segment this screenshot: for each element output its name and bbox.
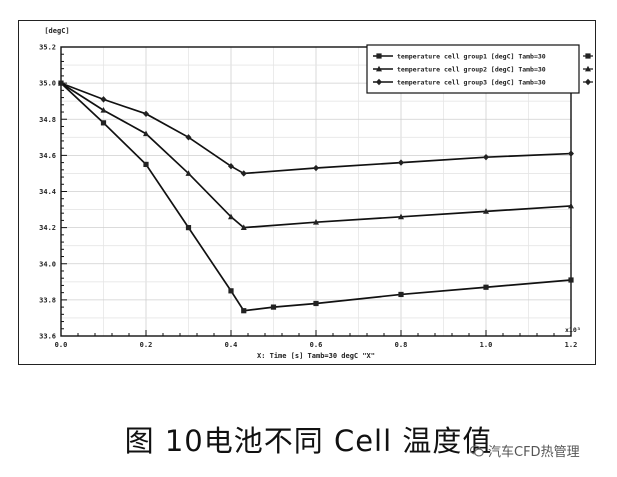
y-axis-label: [degC] <box>44 27 69 35</box>
legend-side-marker <box>585 78 591 86</box>
y-tick-label: 34.0 <box>39 260 56 268</box>
line-chart: 33.6 33.8 34.0 34.2 34.4 34.6 34.8 35.0 35.2 0.0 0… <box>39 27 593 360</box>
series-2-point <box>568 202 574 209</box>
x-axis-multiplier: x10³ <box>565 326 581 334</box>
figure-label: 图 10 <box>124 424 204 458</box>
y-tick-label: 35.0 <box>39 80 56 88</box>
series-3-line <box>60 82 572 175</box>
series-1-point <box>228 288 234 294</box>
series-2-point <box>143 130 149 137</box>
y-tick-label: 33.6 <box>39 333 56 341</box>
y-tick-label: 35.2 <box>39 44 56 52</box>
y-tick-label: 34.2 <box>39 224 56 232</box>
series-3-point <box>58 79 64 87</box>
series-3-point <box>483 153 489 161</box>
legend-marker-2 <box>376 65 382 72</box>
series-1-point <box>568 277 574 283</box>
legend-marker-1 <box>376 53 382 59</box>
series-2-point <box>228 213 234 220</box>
watermark-text: 汽车CFD热管理 <box>488 445 580 460</box>
series-1-point <box>313 300 319 307</box>
x-tick-label: 0.0 <box>55 341 68 349</box>
legend-side-marker <box>585 53 591 59</box>
series-2-point <box>483 208 489 214</box>
x-tick-label: 1.2 <box>565 341 578 349</box>
series-3-point <box>228 163 234 170</box>
legend-entry-1: temperature cell group1 [degC] Tamb=30 <box>397 53 546 61</box>
series-2-point <box>185 170 192 176</box>
series-1-point <box>270 304 277 310</box>
legend-box <box>366 44 580 94</box>
series-3-point <box>398 159 404 166</box>
series-2-line <box>60 82 572 229</box>
y-tick-label: 33.8 <box>39 296 56 304</box>
wechat-icon <box>470 444 484 456</box>
series-3-point <box>568 150 574 157</box>
series-3-point <box>143 110 149 118</box>
chart-frame: 33.6 33.8 34.0 34.2 34.4 34.6 34.8 35.0 35.2 0.0 0… <box>18 20 596 365</box>
series-3-point <box>240 170 247 177</box>
legend-marker-3 <box>376 78 382 86</box>
x-tick-label: 1.0 <box>480 341 493 349</box>
series-2-point <box>240 224 247 231</box>
figure-caption: 图 10电池不同 Cell 温度值 <box>0 418 617 460</box>
series-1-point <box>143 161 149 168</box>
y-tick-label: 34.4 <box>39 188 56 196</box>
series-1-point <box>100 120 107 126</box>
series-3-point <box>100 96 107 103</box>
legend-side-marker <box>585 65 591 72</box>
x-axis-label: X: Time [s] Tamb=30 degC "X" <box>257 352 375 360</box>
watermark: 汽车CFD热管理 <box>470 441 580 460</box>
y-tick-label: 34.6 <box>39 152 56 160</box>
x-tick-label: 0.2 <box>140 341 153 349</box>
series-1-point <box>483 284 489 290</box>
series-3-point <box>313 164 319 172</box>
series-1-point <box>398 291 404 298</box>
x-tick-label: 0.8 <box>395 341 408 349</box>
series-1-point <box>241 308 247 314</box>
caption-text: 电池不同 Cell 温度值 <box>203 424 493 458</box>
legend-entry-2: temperature cell group2 [degC] Tamb=30 <box>397 66 546 74</box>
x-tick-label: 0.4 <box>225 341 238 349</box>
series-2-point <box>398 213 404 220</box>
y-tick-label: 34.8 <box>39 116 56 124</box>
series-2-point <box>100 107 107 113</box>
series-2-point <box>313 219 319 225</box>
x-tick-label: 0.6 <box>310 341 323 349</box>
legend-entry-3: temperature cell group3 [degC] Tamb=30 <box>397 79 546 87</box>
series-1-point <box>185 225 192 231</box>
